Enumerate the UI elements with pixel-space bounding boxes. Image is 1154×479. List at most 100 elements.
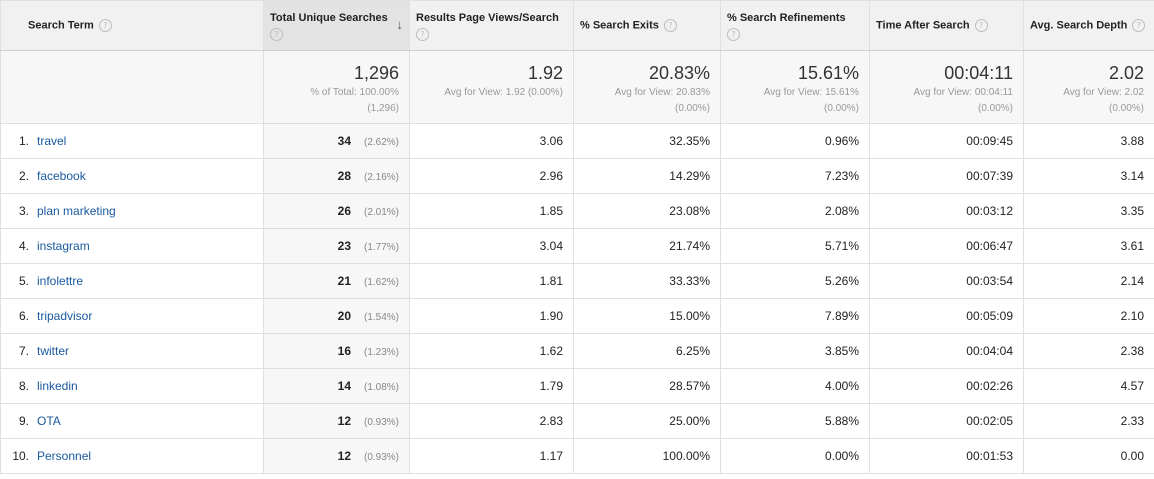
help-icon[interactable]: ? — [727, 28, 740, 41]
total-subtext: (0.00%) — [977, 103, 1013, 114]
search-exits-cell: 25.00% — [573, 403, 721, 439]
views-per-search-cell: 1.62 — [409, 333, 574, 369]
row-index: 10. — [12, 449, 29, 463]
search-exits-cell: 32.35% — [573, 123, 721, 159]
search-term-link[interactable]: tripadvisor — [37, 309, 93, 323]
search-term-cell: 10. Personnel — [0, 438, 264, 474]
table-row: 7. twitter 16 (1.23%) 1.62 6.25% 3.85% 00:… — [0, 333, 1154, 369]
unique-searches-percent: (2.01%) — [363, 207, 399, 218]
unique-searches-cell: 23 (1.77%) — [263, 228, 410, 264]
avg-search-depth-cell: 2.14 — [1023, 263, 1154, 299]
search-term-link[interactable]: OTA — [37, 414, 61, 428]
unique-searches-percent: (1.77%) — [363, 242, 399, 253]
avg-search-depth-cell: 3.14 — [1023, 158, 1154, 194]
search-term-cell: 3. plan marketing — [0, 193, 264, 229]
total-views-per-search-cell: 1.92 Avg for View: 1.92 (0.00%) — [409, 50, 574, 124]
unique-searches-value: 21 — [337, 274, 351, 288]
unique-searches-cell: 34 (2.62%) — [263, 123, 410, 159]
search-refinements-cell: 5.26% — [720, 263, 870, 299]
unique-searches-percent: (1.62%) — [363, 277, 399, 288]
avg-search-depth-cell: 3.88 — [1023, 123, 1154, 159]
column-header-label: % Search Refinements — [727, 12, 846, 24]
search-exits-cell: 15.00% — [573, 298, 721, 334]
search-refinements-cell: 7.23% — [720, 158, 870, 194]
unique-searches-percent: (2.16%) — [363, 172, 399, 183]
table-row: 5. infolettre 21 (1.62%) 1.81 33.33% 5.26%… — [0, 263, 1154, 299]
search-term-link[interactable]: linkedin — [37, 379, 78, 393]
search-term-link[interactable]: Personnel — [37, 449, 92, 463]
search-term-cell: 7. twitter — [0, 333, 264, 369]
avg-search-depth-cell: 2.38 — [1023, 333, 1154, 369]
total-subtext: Avg for View: 2.02 — [1063, 87, 1144, 98]
unique-searches-value: 23 — [337, 239, 351, 253]
help-icon[interactable]: ? — [1132, 19, 1146, 32]
search-exits-cell: 28.57% — [573, 368, 721, 404]
column-header-search-term[interactable]: Search Term? — [0, 0, 264, 51]
totals-label-cell — [0, 50, 264, 124]
search-term-cell: 5. infolettre — [0, 263, 264, 299]
search-term-link[interactable]: travel — [37, 134, 67, 148]
total-value: 00:04:11 — [944, 63, 1013, 83]
search-term-cell: 9. OTA — [0, 403, 264, 439]
column-header-label: Results Page Views/Search — [416, 12, 559, 24]
unique-searches-percent: (1.23%) — [363, 347, 399, 358]
table-row: 4. instagram 23 (1.77%) 3.04 21.74% 5.71% … — [0, 228, 1154, 264]
search-refinements-cell: 0.96% — [720, 123, 870, 159]
row-index: 6. — [18, 309, 29, 323]
row-index: 1. — [18, 134, 29, 148]
views-per-search-cell: 1.81 — [409, 263, 574, 299]
row-index: 5. — [18, 274, 29, 288]
sort-descending-arrow-icon[interactable]: ↓ — [396, 17, 404, 32]
column-header-search-exits[interactable]: % Search Exits? — [573, 0, 721, 51]
row-index: 9. — [18, 414, 29, 428]
search-term-link[interactable]: infolettre — [37, 274, 84, 288]
help-icon[interactable]: ? — [663, 19, 677, 32]
unique-searches-value: 34 — [337, 134, 351, 148]
time-after-search-cell: 00:06:47 — [869, 228, 1024, 264]
search-exits-cell: 100.00% — [573, 438, 721, 474]
help-icon[interactable]: ? — [270, 28, 283, 41]
unique-searches-value: 14 — [337, 379, 351, 393]
column-header-results-page-views-per-search[interactable]: Results Page Views/Search ? — [409, 0, 574, 51]
time-after-search-cell: 00:09:45 — [869, 123, 1024, 159]
header-row: Search Term? Total Unique Searches ? ↓ R… — [0, 0, 1154, 51]
search-term-cell: 1. travel — [0, 123, 264, 159]
total-avg-search-depth-cell: 2.02 Avg for View: 2.02 (0.00%) — [1023, 50, 1154, 124]
search-exits-cell: 6.25% — [573, 333, 721, 369]
unique-searches-cell: 21 (1.62%) — [263, 263, 410, 299]
search-term-link[interactable]: plan marketing — [37, 204, 116, 218]
column-header-search-refinements[interactable]: % Search Refinements ? — [720, 0, 870, 51]
column-header-label: Avg. Search Depth — [1030, 19, 1128, 32]
unique-searches-percent: (0.93%) — [363, 417, 399, 428]
help-icon[interactable]: ? — [974, 19, 988, 32]
time-after-search-cell: 00:02:05 — [869, 403, 1024, 439]
search-term-link[interactable]: twitter — [37, 344, 70, 358]
table-row: 1. travel 34 (2.62%) 3.06 32.35% 0.96% 00:… — [0, 123, 1154, 159]
views-per-search-cell: 3.04 — [409, 228, 574, 264]
help-icon[interactable]: ? — [416, 28, 429, 41]
search-refinements-cell: 5.88% — [720, 403, 870, 439]
search-refinements-cell: 0.00% — [720, 438, 870, 474]
time-after-search-cell: 00:07:39 — [869, 158, 1024, 194]
time-after-search-cell: 00:03:12 — [869, 193, 1024, 229]
search-exits-cell: 23.08% — [573, 193, 721, 229]
column-header-time-after-search[interactable]: Time After Search? — [869, 0, 1024, 51]
column-header-total-unique-searches[interactable]: Total Unique Searches ? ↓ — [263, 0, 410, 51]
search-exits-cell: 14.29% — [573, 158, 721, 194]
total-subtext: Avg for View: 00:04:11 — [913, 87, 1013, 98]
unique-searches-value: 26 — [337, 204, 351, 218]
column-header-avg-search-depth[interactable]: Avg. Search Depth? — [1023, 0, 1154, 51]
time-after-search-cell: 00:05:09 — [869, 298, 1024, 334]
views-per-search-cell: 2.83 — [409, 403, 574, 439]
avg-search-depth-cell: 3.61 — [1023, 228, 1154, 264]
unique-searches-value: 12 — [337, 414, 351, 428]
avg-search-depth-cell: 3.35 — [1023, 193, 1154, 229]
search-term-link[interactable]: instagram — [37, 239, 90, 253]
search-exits-cell: 33.33% — [573, 263, 721, 299]
help-icon[interactable]: ? — [98, 19, 112, 32]
avg-search-depth-cell: 0.00 — [1023, 438, 1154, 474]
total-unique-searches-cell: 1,296 % of Total: 100.00% (1,296) — [263, 50, 410, 124]
unique-searches-value: 28 — [337, 169, 351, 183]
search-term-link[interactable]: facebook — [37, 169, 86, 183]
unique-searches-cell: 16 (1.23%) — [263, 333, 410, 369]
